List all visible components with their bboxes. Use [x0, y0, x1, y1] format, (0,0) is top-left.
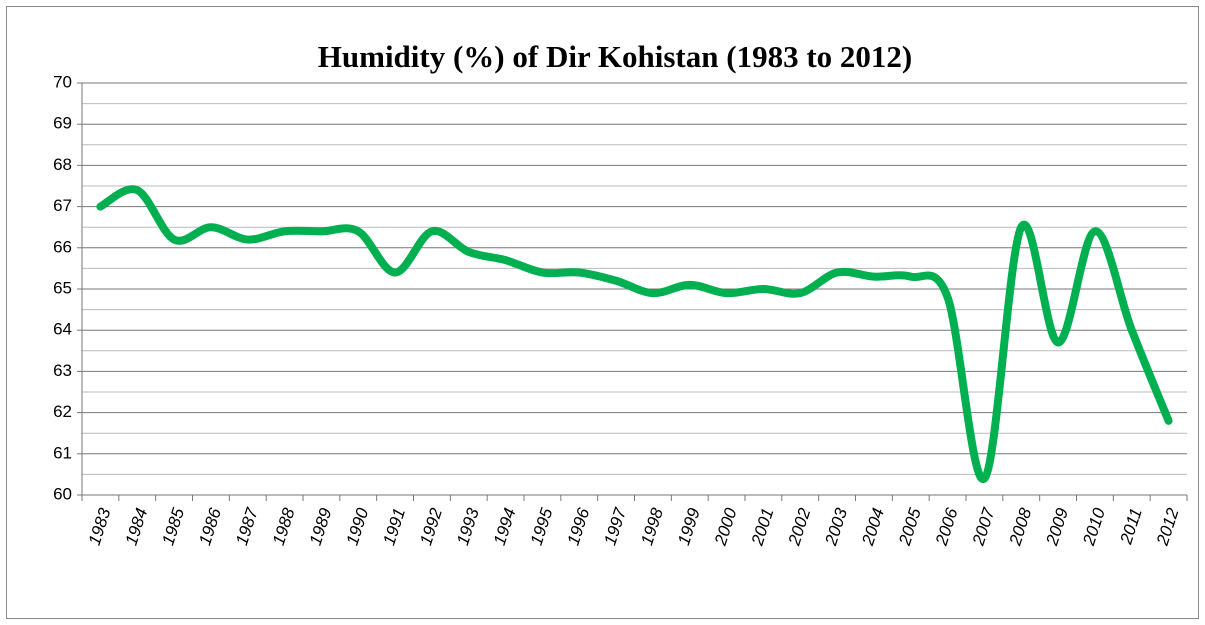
- data-line: [96, 185, 1173, 483]
- y-tick-label: 66: [53, 237, 72, 256]
- y-tick-label: 63: [53, 361, 72, 380]
- y-tick-label: 67: [53, 196, 72, 215]
- y-tick-label: 70: [53, 72, 72, 91]
- y-tick-label: 60: [53, 484, 72, 503]
- y-tick-label: 64: [53, 320, 72, 339]
- y-tick-label: 61: [53, 443, 72, 462]
- y-tick-label: 68: [53, 155, 72, 174]
- chart-title: Humidity (%) of Dir Kohistan (1983 to 20…: [318, 39, 912, 74]
- y-tick-label: 69: [53, 114, 72, 133]
- chart-border: [6, 6, 1199, 619]
- y-tick-label: 62: [53, 402, 72, 421]
- y-tick-label: 65: [53, 278, 72, 297]
